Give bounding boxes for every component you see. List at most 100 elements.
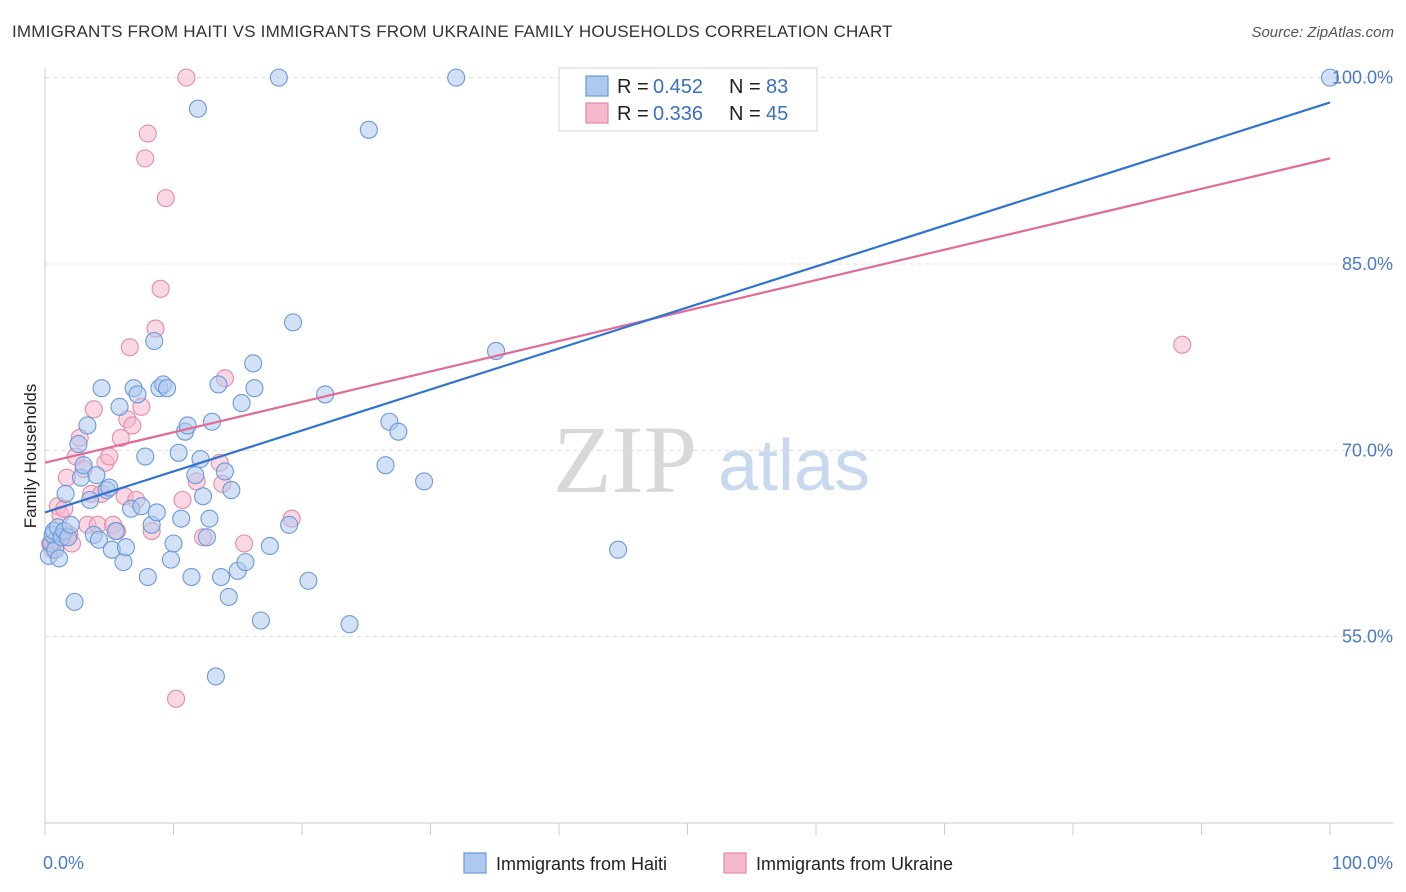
haiti-point-58 [215, 462, 234, 481]
haiti-point-43 [169, 443, 188, 462]
haiti-point-9 [56, 484, 75, 503]
legend-ukraine-r-value: 0.336 [653, 103, 703, 125]
watermark-zip: ZIP [553, 406, 697, 513]
axes [44, 68, 1393, 835]
haiti-point-6 [50, 549, 69, 568]
haiti-point-78 [415, 472, 434, 491]
trend-lines [44, 101, 1331, 514]
legend-haiti-swatch [585, 75, 609, 97]
haiti-point-52 [197, 528, 216, 547]
haiti-point-23 [100, 478, 119, 497]
haiti-point-56 [209, 375, 228, 394]
y-tick-label-2: 85.0% [1342, 254, 1393, 274]
ukraine-point-33 [156, 189, 175, 208]
y-tick-label-3: 100.0% [1332, 68, 1393, 88]
haiti-point-70 [283, 313, 303, 332]
haiti-point-65 [245, 379, 264, 398]
haiti-point-57 [211, 567, 231, 587]
legend-haiti-r-label: R = [617, 76, 649, 98]
bottom-legend-haiti-swatch [463, 852, 487, 874]
bottom-legend-haiti-label: Immigrants from Haiti [496, 854, 667, 874]
y-tick-label-0: 55.0% [1342, 627, 1393, 647]
haiti-point-79 [447, 68, 466, 87]
haiti-point-11 [61, 515, 80, 534]
haiti-point-21 [92, 379, 111, 398]
x-tick-min: 0.0% [43, 853, 84, 873]
ukraine-point-28 [136, 149, 155, 168]
haiti-point-27 [114, 553, 133, 572]
bottom-legend-ukraine-swatch [723, 852, 747, 874]
ukraine-point-34 [167, 689, 186, 708]
haiti-point-42 [164, 534, 183, 553]
haiti-trend-line [44, 101, 1331, 514]
haiti-point-77 [389, 422, 408, 441]
haiti-point-82 [1320, 68, 1340, 87]
haiti-point-40 [158, 379, 177, 398]
legend-ukraine-r-label: R = [617, 103, 649, 125]
ukraine-trend-line [44, 157, 1331, 464]
legend-haiti-r-value: 0.452 [653, 76, 703, 98]
ukraine-point-25 [123, 416, 142, 435]
ukraine-point-24 [120, 338, 139, 357]
ukraine-point-21 [111, 428, 130, 447]
legend-haiti-n-value: 83 [766, 76, 788, 98]
haiti-point-73 [340, 615, 359, 634]
haiti-point-63 [236, 553, 255, 572]
haiti-point-34 [138, 567, 157, 587]
bottom-legend-ukraine-label: Immigrants from Ukraine [756, 854, 953, 874]
legend-ukraine-n-label: N = [729, 103, 761, 125]
haiti-point-41 [161, 550, 180, 569]
haiti-point-68 [269, 68, 288, 87]
haiti-point-69 [280, 515, 299, 534]
haiti-point-55 [206, 667, 225, 686]
legend-ukraine-n-value: 45 [766, 103, 788, 125]
haiti-point-62 [232, 394, 251, 413]
legend-haiti-n-label: N = [729, 76, 761, 98]
haiti-point-36 [145, 331, 164, 351]
ukraine-point-35 [173, 490, 192, 510]
haiti-point-15 [74, 456, 93, 475]
haiti-point-74 [359, 120, 378, 139]
haiti-point-81 [609, 540, 628, 559]
y-axis-label: Family Households [21, 384, 40, 529]
haiti-point-67 [260, 536, 279, 556]
ukraine-point-36 [177, 68, 196, 87]
haiti-point-48 [186, 466, 205, 485]
haiti-point-32 [132, 497, 151, 516]
haiti-point-12 [65, 592, 84, 611]
ukraine-point-32 [151, 279, 170, 298]
haiti-point-16 [78, 416, 97, 435]
haiti-points [39, 68, 1340, 686]
grid-lines [45, 77, 1393, 638]
haiti-point-71 [299, 571, 318, 590]
haiti-point-66 [251, 611, 270, 630]
haiti-point-19 [87, 466, 106, 485]
haiti-point-49 [188, 99, 207, 118]
y-tick-label-1: 70.0% [1342, 440, 1393, 460]
haiti-point-37 [147, 503, 166, 522]
watermark-atlas: atlas [718, 426, 870, 506]
ukraine-point-18 [100, 447, 119, 466]
bottom-legend: Immigrants from Haiti Immigrants from Uk… [463, 852, 953, 874]
legend-ukraine-swatch [585, 102, 609, 124]
ukraine-point-42 [235, 534, 254, 553]
haiti-point-31 [128, 385, 147, 404]
ukraine-point-44 [1173, 335, 1192, 354]
haiti-point-26 [110, 397, 129, 416]
legend-box: R = 0.452 N = 83 R = 0.336 N = 45 [558, 67, 818, 132]
x-tick-max: 100.0% [1332, 853, 1393, 873]
haiti-point-44 [172, 509, 191, 528]
haiti-point-25 [106, 522, 125, 541]
haiti-point-33 [136, 447, 155, 466]
haiti-point-60 [222, 481, 241, 500]
ukraine-point-14 [84, 400, 103, 419]
chart-source: Source: ZipAtlas.com [1251, 24, 1394, 41]
haiti-point-75 [376, 456, 395, 475]
haiti-point-28 [116, 538, 136, 557]
haiti-point-59 [219, 587, 238, 606]
haiti-point-13 [69, 435, 88, 454]
ukraine-point-29 [138, 124, 157, 143]
haiti-point-51 [194, 487, 213, 506]
haiti-point-20 [89, 530, 109, 549]
